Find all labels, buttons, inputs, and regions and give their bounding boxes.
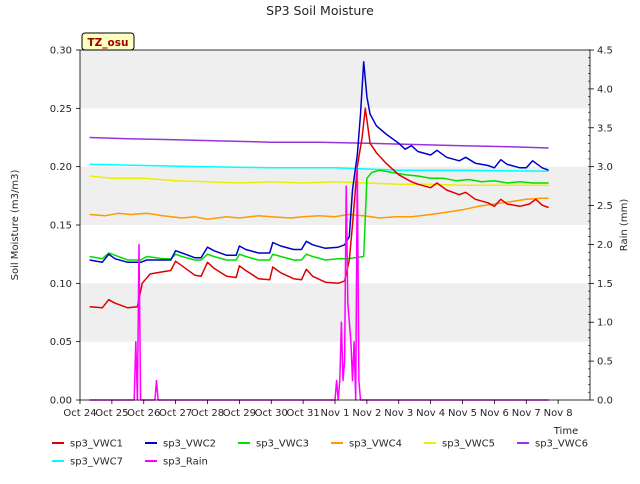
- x-tick-label: Nov 6: [480, 408, 509, 419]
- series-sp3_VWC3: [89, 169, 549, 261]
- y-axis-ticks: 0.00 0.05 0.10 0.15 0.20 0.25 0.30: [50, 46, 80, 407]
- y2-tick-label: 3.0: [597, 162, 613, 173]
- y-axis-label: Soil Moisture (m3/m3): [10, 170, 21, 281]
- legend: sp3_VWC1 sp3_VWC2 sp3_VWC3 sp3_VWC4 sp3_VWC5…: [52, 439, 588, 468]
- y2-tick-label: 1.0: [597, 318, 613, 329]
- x-tick-label: Oct 28: [191, 408, 224, 419]
- legend-label: sp3_VWC5: [442, 439, 495, 450]
- legend-label: sp3_VWC7: [70, 457, 123, 468]
- legend-label: sp3_VWC4: [349, 439, 402, 450]
- grid-band: [80, 50, 590, 109]
- legend-label: sp3_Rain: [163, 457, 208, 468]
- y2-tick-label: 1.5: [597, 279, 613, 290]
- grid-band: [80, 283, 590, 342]
- x-tick-label: Oct 24: [63, 408, 96, 419]
- y-tick-label: 0.00: [50, 396, 72, 407]
- y-tick-label: 0.20: [50, 162, 72, 173]
- x-tick-label: Oct 29: [223, 408, 256, 419]
- y2-tick-label: 0.5: [597, 357, 613, 368]
- x-tick-label: Nov 1: [320, 408, 349, 419]
- x-tick-label: Oct 25: [95, 408, 128, 419]
- tz-badge-box: [81, 32, 135, 51]
- x-tick-label: Oct 30: [255, 408, 288, 419]
- x-tick-label: Nov 5: [448, 408, 477, 419]
- series-sp3_VWC5: [89, 175, 549, 187]
- y-tick-label: 0.10: [50, 279, 72, 290]
- y2-tick-label: 2.0: [597, 240, 613, 251]
- x-tick-label: Nov 2: [352, 408, 381, 419]
- series-sp3_VWC6: [89, 136, 549, 149]
- series-sp3_VWC4: [89, 197, 549, 220]
- series-lines: [89, 60, 549, 401]
- tz-badge-label: TZ_osu: [88, 37, 129, 49]
- x-tick-label: Nov 3: [384, 408, 413, 419]
- x-axis-label: Time: [553, 426, 578, 437]
- y2-tick-label: 0.0: [597, 396, 613, 407]
- y2-tick-label: 3.5: [597, 123, 613, 134]
- y2-tick-label: 4.5: [597, 46, 613, 57]
- y-tick-label: 0.25: [50, 104, 72, 115]
- legend-label: sp3_VWC3: [256, 439, 309, 450]
- legend-label: sp3_VWC2: [163, 439, 216, 450]
- grid-bands: [80, 50, 590, 400]
- tz-badge: TZ_osu: [81, 32, 135, 51]
- y2-tick-label: 4.0: [597, 84, 613, 95]
- y2-tick-label: 2.5: [597, 201, 613, 212]
- x-tick-label: Nov 8: [544, 408, 573, 419]
- y2-axis-label: Rain (mm): [619, 199, 630, 252]
- series-sp3_VWC2: [89, 60, 549, 264]
- x-tick-label: Nov 4: [416, 408, 445, 419]
- series-sp3_VWC1: [89, 107, 549, 309]
- x-tick-label: Oct 31: [287, 408, 320, 419]
- series-sp3_VWC7: [89, 163, 549, 173]
- x-tick-label: Nov 7: [512, 408, 541, 419]
- y2-axis-ticks: 0.0 0.5 1.0 1.5 2.0 2.5 3.0 3.5 4.0 4.5: [588, 46, 613, 407]
- x-tick-label: Oct 26: [127, 408, 160, 419]
- series-sp3_Rain: [89, 165, 549, 401]
- y-tick-label: 0.05: [50, 337, 72, 348]
- y-tick-label: 0.30: [50, 46, 72, 57]
- legend-label: sp3_VWC6: [535, 439, 588, 450]
- legend-label: sp3_VWC1: [70, 439, 123, 450]
- chart-title: SP3 Soil Moisture: [266, 3, 374, 18]
- y-tick-label: 0.15: [50, 221, 72, 232]
- x-tick-label: Oct 27: [159, 408, 192, 419]
